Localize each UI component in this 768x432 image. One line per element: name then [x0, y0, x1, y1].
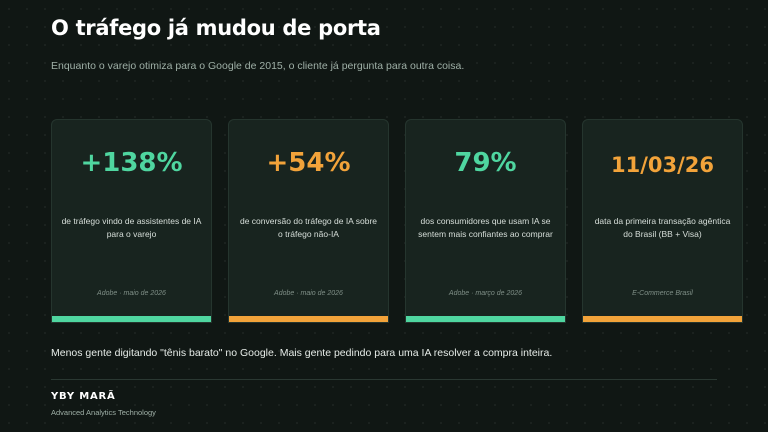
footer-divider	[51, 379, 717, 380]
stat-source: Adobe · março de 2026	[448, 290, 523, 297]
stat-description: data da primeira transação agêntica do B…	[594, 216, 731, 239]
stat-source: Adobe · maio de 2026	[97, 290, 166, 297]
stat-card-ai-traffic: +138% de tráfego vindo de assistentes de…	[51, 119, 212, 323]
stat-description: dos consumidores que usam IA se sentem m…	[418, 216, 553, 239]
stat-description: de conversão do tráfego de IA sobre o tr…	[239, 216, 378, 239]
footer-message: Menos gente digitando "tênis barato" no …	[51, 347, 553, 359]
card-accent-bar	[229, 316, 388, 322]
stat-source: Adobe · maio de 2026	[274, 290, 343, 297]
card-accent-bar	[406, 316, 565, 322]
brand-tagline: Advanced Analytics Technology	[51, 408, 156, 417]
stat-value: +138%	[80, 148, 183, 178]
brand-name: YBY MARÃ	[51, 391, 116, 402]
card-accent-bar	[583, 316, 742, 322]
stat-description: de tráfego vindo de assistentes de IA pa…	[61, 216, 202, 239]
stat-value: 79%	[454, 148, 517, 178]
stat-card-first-transaction: 11/03/26 data da primeira transação agên…	[582, 119, 743, 323]
card-accent-bar	[52, 316, 211, 322]
page-subtitle: Enquanto o varejo otimiza para o Google …	[51, 60, 465, 72]
stat-source: E-Commerce Brasil	[632, 290, 693, 297]
stat-cards: +138% de tráfego vindo de assistentes de…	[51, 119, 743, 323]
stat-value: 11/03/26	[610, 153, 714, 177]
stat-card-conversion: +54% de conversão do tráfego de IA sobre…	[228, 119, 389, 323]
stat-card-consumer-confidence: 79% dos consumidores que usam IA se sent…	[405, 119, 566, 323]
page-title: O tráfego já mudou de porta	[51, 16, 381, 40]
stat-value: +54%	[266, 148, 351, 178]
